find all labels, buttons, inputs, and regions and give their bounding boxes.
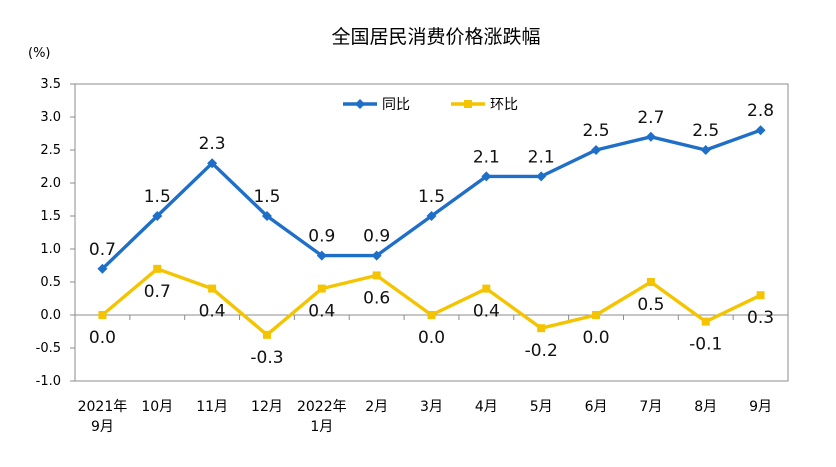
data-point	[317, 284, 326, 293]
y-tick-label: -1.0	[36, 374, 61, 389]
data-point	[755, 125, 766, 136]
data-label: 0.4	[473, 302, 500, 322]
data-label: 2.5	[692, 121, 719, 141]
data-label: 0.0	[418, 328, 445, 348]
data-point	[98, 311, 107, 319]
plot-frame	[74, 83, 789, 382]
x-tick-label: 2月	[365, 399, 388, 415]
y-tick-label: 0.5	[40, 275, 61, 290]
data-label: 2.7	[637, 108, 664, 128]
data-point	[316, 250, 327, 261]
y-tick-label: 2.0	[40, 176, 61, 191]
legend-item: 同比	[343, 97, 410, 113]
data-point	[426, 211, 437, 221]
legend-label: 同比	[382, 97, 410, 113]
x-tick-label: 5月	[530, 399, 553, 415]
data-point	[645, 131, 656, 142]
y-tick-label: 1.0	[40, 242, 61, 257]
data-label: 1.5	[418, 187, 445, 207]
data-point	[153, 264, 162, 273]
x-tick-label-line2: 1月	[310, 419, 333, 435]
legend-label: 环比	[490, 97, 518, 113]
data-point	[646, 278, 655, 286]
x-tick-label: 2021年	[78, 399, 128, 415]
data-point	[536, 171, 547, 182]
data-point	[152, 211, 163, 221]
x-tick-label: 7月	[639, 399, 662, 415]
series-1	[98, 264, 765, 339]
x-tick-label: 11月	[196, 399, 228, 415]
data-label: -0.3	[250, 348, 283, 368]
data-label: -0.1	[689, 335, 722, 355]
y-tick-label: 0.0	[40, 308, 61, 323]
x-tick-label: 3月	[420, 399, 443, 415]
y-tick-label: 1.5	[40, 209, 61, 224]
data-label: 0.6	[363, 288, 390, 308]
data-label: 2.1	[473, 147, 500, 167]
data-label: 0.9	[308, 227, 335, 247]
legend-marker	[355, 99, 365, 109]
data-label: 0.4	[308, 302, 335, 322]
data-label: 2.5	[583, 121, 610, 141]
legend-marker	[464, 100, 472, 108]
x-tick-label: 2022年	[297, 399, 347, 415]
x-tick-label-line2: 9月	[91, 419, 114, 435]
data-point	[208, 284, 217, 293]
data-point	[97, 263, 108, 274]
data-point	[481, 171, 492, 182]
x-tick-label: 10月	[141, 399, 173, 415]
data-label: 1.5	[253, 187, 280, 207]
data-point	[592, 311, 601, 319]
legend: 同比 环比	[343, 97, 518, 113]
y-tick-label: -0.5	[36, 341, 61, 356]
series-layer: 0.7 1.5 2.3 1.5 0.9 0.9 1.5 2.1 2.1 2.5 2.7 2.5 2.8 0…	[89, 101, 774, 368]
y-tick-label: 3.0	[40, 110, 61, 125]
data-point	[372, 271, 381, 280]
data-point	[207, 158, 218, 169]
data-point	[700, 145, 711, 155]
x-tick-label: 8月	[694, 399, 717, 415]
data-point	[427, 311, 436, 319]
x-tick-label: 12月	[251, 399, 283, 415]
series-0	[97, 125, 766, 274]
chart-title: 全国居民消费价格涨跌幅	[331, 26, 540, 48]
data-label: -0.2	[525, 341, 558, 361]
x-tick-label: 6月	[585, 399, 608, 415]
data-point	[371, 250, 382, 261]
data-point	[261, 211, 272, 221]
y-axis-unit: (%)	[28, 46, 51, 61]
data-point	[591, 145, 602, 155]
x-tick-label: 9月	[749, 399, 772, 415]
y-tick-label: 2.5	[40, 143, 61, 158]
data-label: 1.5	[144, 187, 171, 207]
data-label: 2.1	[528, 147, 555, 167]
data-label: 0.0	[583, 328, 610, 348]
data-point	[701, 317, 710, 326]
axes: 3.5 3.0 2.5 2.0 1.5 1.0 0.5 0.0 -0.5 -1.0 2021年 9月 1…	[36, 77, 789, 435]
data-point	[756, 291, 765, 300]
data-label: 0.5	[637, 295, 664, 315]
data-label: 0.9	[363, 227, 390, 247]
data-label: 0.7	[89, 240, 116, 260]
data-point	[537, 324, 546, 333]
data-label: 2.8	[747, 101, 774, 121]
data-label: 2.3	[199, 134, 226, 154]
data-label: 0.0	[89, 328, 116, 348]
x-tick-label: 4月	[475, 399, 498, 415]
data-label: 0.7	[144, 282, 171, 302]
data-point	[482, 284, 491, 293]
legend-item: 环比	[451, 97, 518, 113]
data-label: 0.4	[199, 302, 226, 322]
y-tick-label: 3.5	[40, 77, 61, 92]
data-label: 0.3	[747, 308, 774, 328]
data-point	[262, 330, 271, 339]
